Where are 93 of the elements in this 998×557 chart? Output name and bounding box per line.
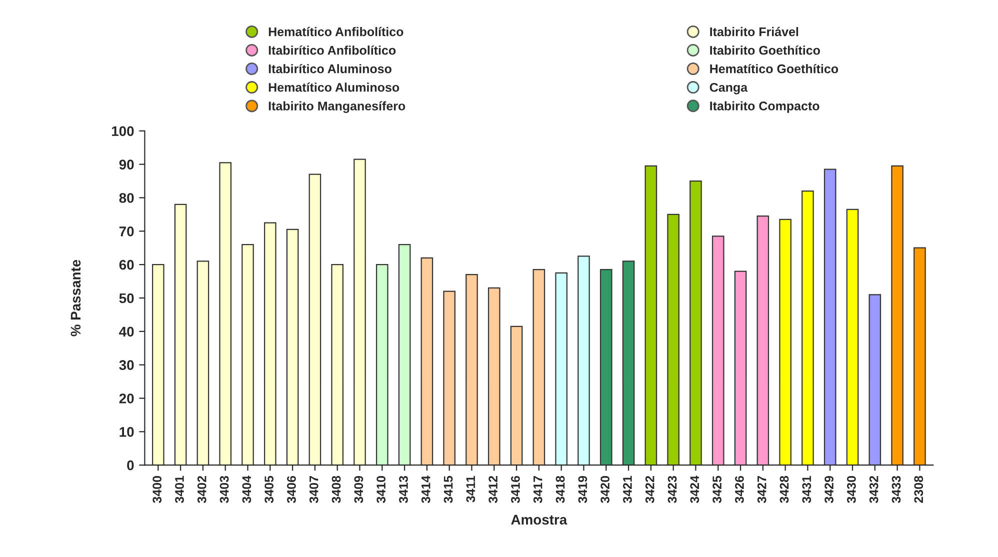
bar [734,270,747,466]
legend-label: Hematítico Aluminoso [268,82,400,92]
bar [308,174,322,466]
x-tick-label: 3406 [287,476,296,504]
x-tick-label: 3430 [847,476,856,504]
x-tick-label: 3400 [152,476,162,504]
bar [354,158,366,466]
x-tick-label: 3427 [757,476,766,504]
y-tick-label: 10 [120,427,134,437]
bar [196,260,210,466]
legend-label: Canga [710,82,748,94]
legend-label: Itabirito Compacto [710,101,820,113]
x-tick-label: 3426 [735,476,744,504]
bar [644,165,658,466]
bar [174,204,187,466]
bar [690,180,702,466]
x-tick-label: 3411 [466,476,476,502]
y-tick-label: 0 [127,460,134,470]
x-tick-label: 3417 [533,476,542,504]
bar [712,236,724,466]
bar [443,290,456,466]
y-tick-label: 30 [119,360,134,370]
bar [578,256,590,466]
bar [466,274,478,466]
legend-label: Itabirito Goethítico [710,45,820,55]
bar [756,216,770,466]
y-tick-label: 70 [119,226,134,236]
x-tick-label: 3408 [332,476,341,504]
x-tick-label: 3424 [690,476,700,504]
bar [219,162,232,466]
bar [600,269,612,466]
x-tick-label: 3422 [645,476,654,504]
bar [264,222,276,466]
x-tick-label: 3431 [802,476,812,504]
x-tick-label: 3401 [175,476,184,504]
y-axis-title: % Passante [70,260,81,336]
legend-label: Itabirítico Anfibolítico [268,45,396,55]
x-axis-title: Amostra [511,514,568,525]
y-tick-label: 20 [119,394,134,404]
legend-label: Hematítico Goethítico [710,64,838,74]
bar [488,287,500,466]
y-tick-label: 90 [119,160,134,170]
bar [242,244,254,466]
x-tick-label: 3409 [354,476,364,504]
x-tick-label: 2308 [914,476,924,503]
bar [152,264,164,466]
x-tick-label: 3402 [197,476,206,504]
x-tick-label: 3425 [712,476,722,504]
x-tick-label: 3412 [488,476,498,504]
bar [376,264,388,466]
bar [286,228,299,466]
x-tick-label: 3415 [444,476,453,504]
x-tick-label: 3414 [421,476,430,504]
bar [510,326,523,466]
x-tick-label: 3405 [264,476,274,504]
y-tick-label: 50 [119,293,134,304]
x-tick-label: 3407 [309,476,318,504]
x-tick-label: 3404 [242,476,252,504]
legend-label: Itabirito Friável [710,26,798,36]
x-tick-label: 3433 [892,476,901,504]
bar [891,165,904,466]
bar [667,214,680,466]
x-tick-label: 3420 [600,476,610,504]
bar [532,269,546,466]
x-tick-label: 3429 [824,476,834,504]
bar [914,247,926,466]
x-tick-label: 3418 [556,476,565,504]
bar [398,244,411,466]
bar [331,264,344,466]
x-tick-label: 3423 [668,476,677,504]
y-tick-label: 80 [119,193,134,203]
x-tick-label: 3419 [578,476,588,504]
bar [555,272,568,466]
y-tick-label: 60 [119,260,134,270]
y-tick-label: 40 [119,326,134,337]
x-tick-label: 3421 [623,476,632,504]
y-tick-label: 100 [112,126,134,136]
bar [779,218,792,466]
x-tick-label: 3416 [511,476,520,504]
x-tick-label: 3428 [780,476,789,504]
x-tick-label: 3410 [376,476,386,504]
bar [420,257,434,466]
legend-label: Itabirítico Aluminoso [268,64,392,74]
x-tick-label: 3432 [869,476,878,504]
bar [802,190,814,466]
legend-label: Hematítico Anfibolítico [268,26,404,36]
legend-label: Itabirito Manganesífero [268,101,406,113]
bar [846,208,859,466]
x-tick-label: 3403 [220,476,229,504]
bar [824,168,836,466]
bar [868,294,882,466]
x-tick-label: 3413 [399,476,408,504]
bar [622,260,635,466]
